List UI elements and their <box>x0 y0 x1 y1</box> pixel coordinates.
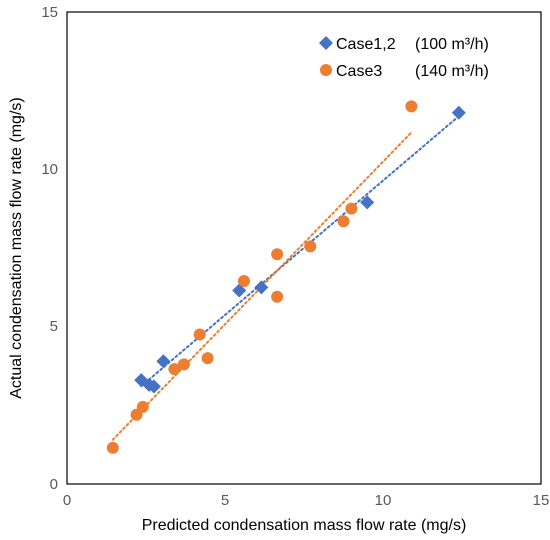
data-point-diamond <box>156 354 171 369</box>
trendline-case1-2 <box>140 115 460 388</box>
data-point-circle <box>337 215 350 228</box>
legend-series-suffix: (100 m³/h) <box>415 36 489 53</box>
data-point-circle <box>304 240 317 253</box>
data-point-circle <box>271 290 284 303</box>
data-point-circle <box>405 100 418 113</box>
legend-item-case3: Case3 (140 m³/h) <box>320 63 489 80</box>
x-tick-label: 5 <box>221 492 229 509</box>
legend-series-name: Case3 <box>336 63 382 80</box>
data-point-circle <box>136 400 149 413</box>
y-tick-label: 15 <box>41 4 58 21</box>
x-tick-labels: 0 5 10 15 <box>63 492 550 509</box>
y-tick-label: 10 <box>41 161 58 178</box>
data-point-circle <box>177 358 190 371</box>
data-point-diamond <box>146 379 161 394</box>
legend-series-suffix: (140 m³/h) <box>415 63 489 80</box>
data-points <box>106 100 466 454</box>
legend-series-name: Case1,2 <box>336 36 396 53</box>
data-point-circle <box>193 328 206 341</box>
data-point-diamond <box>232 283 247 298</box>
x-axis-title: Predicted condensation mass flow rate (m… <box>142 517 467 534</box>
y-tick-label: 0 <box>50 476 58 493</box>
data-point-circle <box>201 352 214 365</box>
x-tick-label: 0 <box>63 492 71 509</box>
y-tick-labels: 0 5 10 15 <box>41 4 58 493</box>
y-tick-label: 5 <box>50 318 58 335</box>
data-point-circle <box>168 363 181 376</box>
data-point-diamond <box>254 280 269 295</box>
data-point-circle <box>106 441 119 454</box>
data-point-circle <box>271 248 284 261</box>
x-tick-label: 10 <box>375 492 392 509</box>
legend: Case1,2 (100 m³/h) Case3 (140 m³/h) <box>319 36 489 80</box>
y-axis-title: Actual condensation mass flow rate (mg/s… <box>8 97 25 398</box>
data-point-diamond <box>451 105 466 120</box>
legend-circle-marker <box>320 64 332 76</box>
data-point-circle <box>345 202 358 215</box>
data-point-diamond <box>360 195 375 210</box>
legend-item-case1-2: Case1,2 (100 m³/h) <box>319 36 489 53</box>
legend-diamond-marker <box>319 36 333 50</box>
data-point-circle <box>237 275 250 288</box>
x-tick-label: 15 <box>533 492 550 509</box>
